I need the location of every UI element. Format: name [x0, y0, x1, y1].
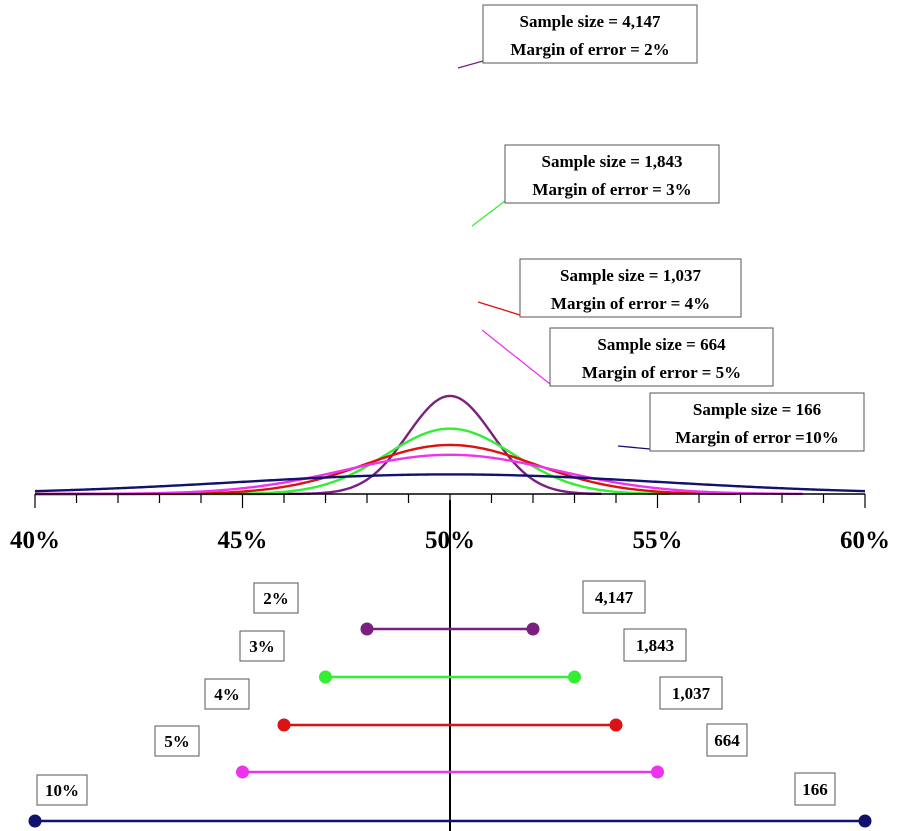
interval-moe-label-box: [239, 630, 285, 662]
interval-right-point: [651, 765, 664, 779]
callout-leader: [481, 329, 551, 385]
interval-left-point: [360, 622, 374, 636]
interval-left-point: [236, 765, 249, 779]
interval-size-label: 4,147: [595, 588, 634, 607]
callout-moe-5: Sample size = 664 Margin of error = 5%: [481, 327, 774, 387]
interval-moe-label: 2%: [263, 589, 289, 608]
callout-leader: [477, 301, 521, 316]
x-tick-label: 40%: [10, 527, 60, 554]
interval-moe-label: 5%: [164, 732, 190, 751]
interval-moe-label-box: [154, 725, 200, 757]
callout-text: Margin of error =10%: [675, 428, 838, 447]
interval-moe-label-box: [253, 582, 299, 614]
callout-text: Sample size = 4,147: [520, 12, 661, 31]
interval-moe-label: 10%: [45, 781, 79, 800]
interval-moe-2: 2% 4,147: [253, 580, 646, 636]
interval-moe-10: 10% 166: [28, 772, 872, 828]
interval-moe-label: 3%: [249, 637, 275, 656]
callout-moe-3: Sample size = 1,843 Margin of error = 3%: [471, 144, 720, 227]
curve-moe-2: [34, 394, 602, 496]
distribution-curves: [34, 394, 866, 496]
x-tick-label: 55%: [633, 527, 683, 554]
interval-size-label: 1,843: [636, 636, 674, 655]
interval-moe-label-box: [204, 678, 250, 710]
callout-text: Margin of error = 2%: [510, 40, 669, 59]
x-tick-label: 60%: [840, 527, 890, 554]
callout-box: [649, 392, 865, 452]
callout-box: [504, 144, 720, 204]
callout-leader: [471, 200, 506, 227]
interval-size-label-box: [659, 676, 723, 710]
interval-moe-label-box: [36, 774, 88, 806]
interval-left-point: [319, 670, 332, 684]
callout-text: Sample size = 166: [693, 400, 821, 419]
callout-leader: [457, 60, 484, 69]
interval-moe-label: 4%: [214, 685, 240, 704]
callout-text: Margin of error = 5%: [582, 363, 741, 382]
callout-leader: [617, 445, 651, 450]
callout-moe-2: Sample size = 4,147 Margin of error = 2%: [457, 4, 698, 69]
interval-right-point: [609, 718, 623, 732]
x-axis: 40% 45% 50% 55% 60%: [10, 493, 890, 831]
interval-size-label-box: [794, 772, 836, 806]
interval-moe-3: 3% 1,843: [239, 628, 687, 684]
interval-size-label: 1,037: [672, 684, 711, 703]
callout-text: Margin of error = 3%: [532, 180, 691, 199]
interval-size-label: 664: [714, 731, 740, 750]
interval-right-point: [858, 814, 872, 828]
callout-text: Sample size = 664: [597, 335, 726, 354]
callout-text: Margin of error = 4%: [551, 294, 710, 313]
confidence-intervals: 2% 4,147 3% 1,843 4% 1,037 5% 664 10% 166: [28, 580, 872, 828]
x-tick-label: 45%: [218, 527, 268, 554]
interval-right-point: [526, 622, 540, 636]
curve-moe-5: [34, 453, 803, 496]
interval-left-point: [277, 718, 291, 732]
callout-moe-10: Sample size = 166 Margin of error =10%: [617, 392, 865, 452]
callout-box: [549, 327, 774, 387]
callout-text: Sample size = 1,843: [542, 152, 683, 171]
callout-box: [519, 258, 742, 318]
interval-size-label-box: [582, 580, 646, 614]
interval-moe-5: 5% 664: [154, 723, 748, 779]
curve-moe-3: [34, 427, 670, 496]
interval-moe-4: 4% 1,037: [204, 676, 723, 732]
interval-right-point: [568, 670, 581, 684]
callout-box: [482, 4, 698, 64]
interval-size-label-box: [706, 723, 748, 757]
interval-left-point: [28, 814, 42, 828]
curve-moe-4: [34, 443, 737, 496]
interval-size-label: 166: [802, 780, 828, 799]
callout-text: Sample size = 1,037: [560, 266, 701, 285]
curve-moe-10: [34, 473, 866, 493]
callout-moe-4: Sample size = 1,037 Margin of error = 4%: [477, 258, 742, 318]
interval-size-label-box: [623, 628, 687, 662]
